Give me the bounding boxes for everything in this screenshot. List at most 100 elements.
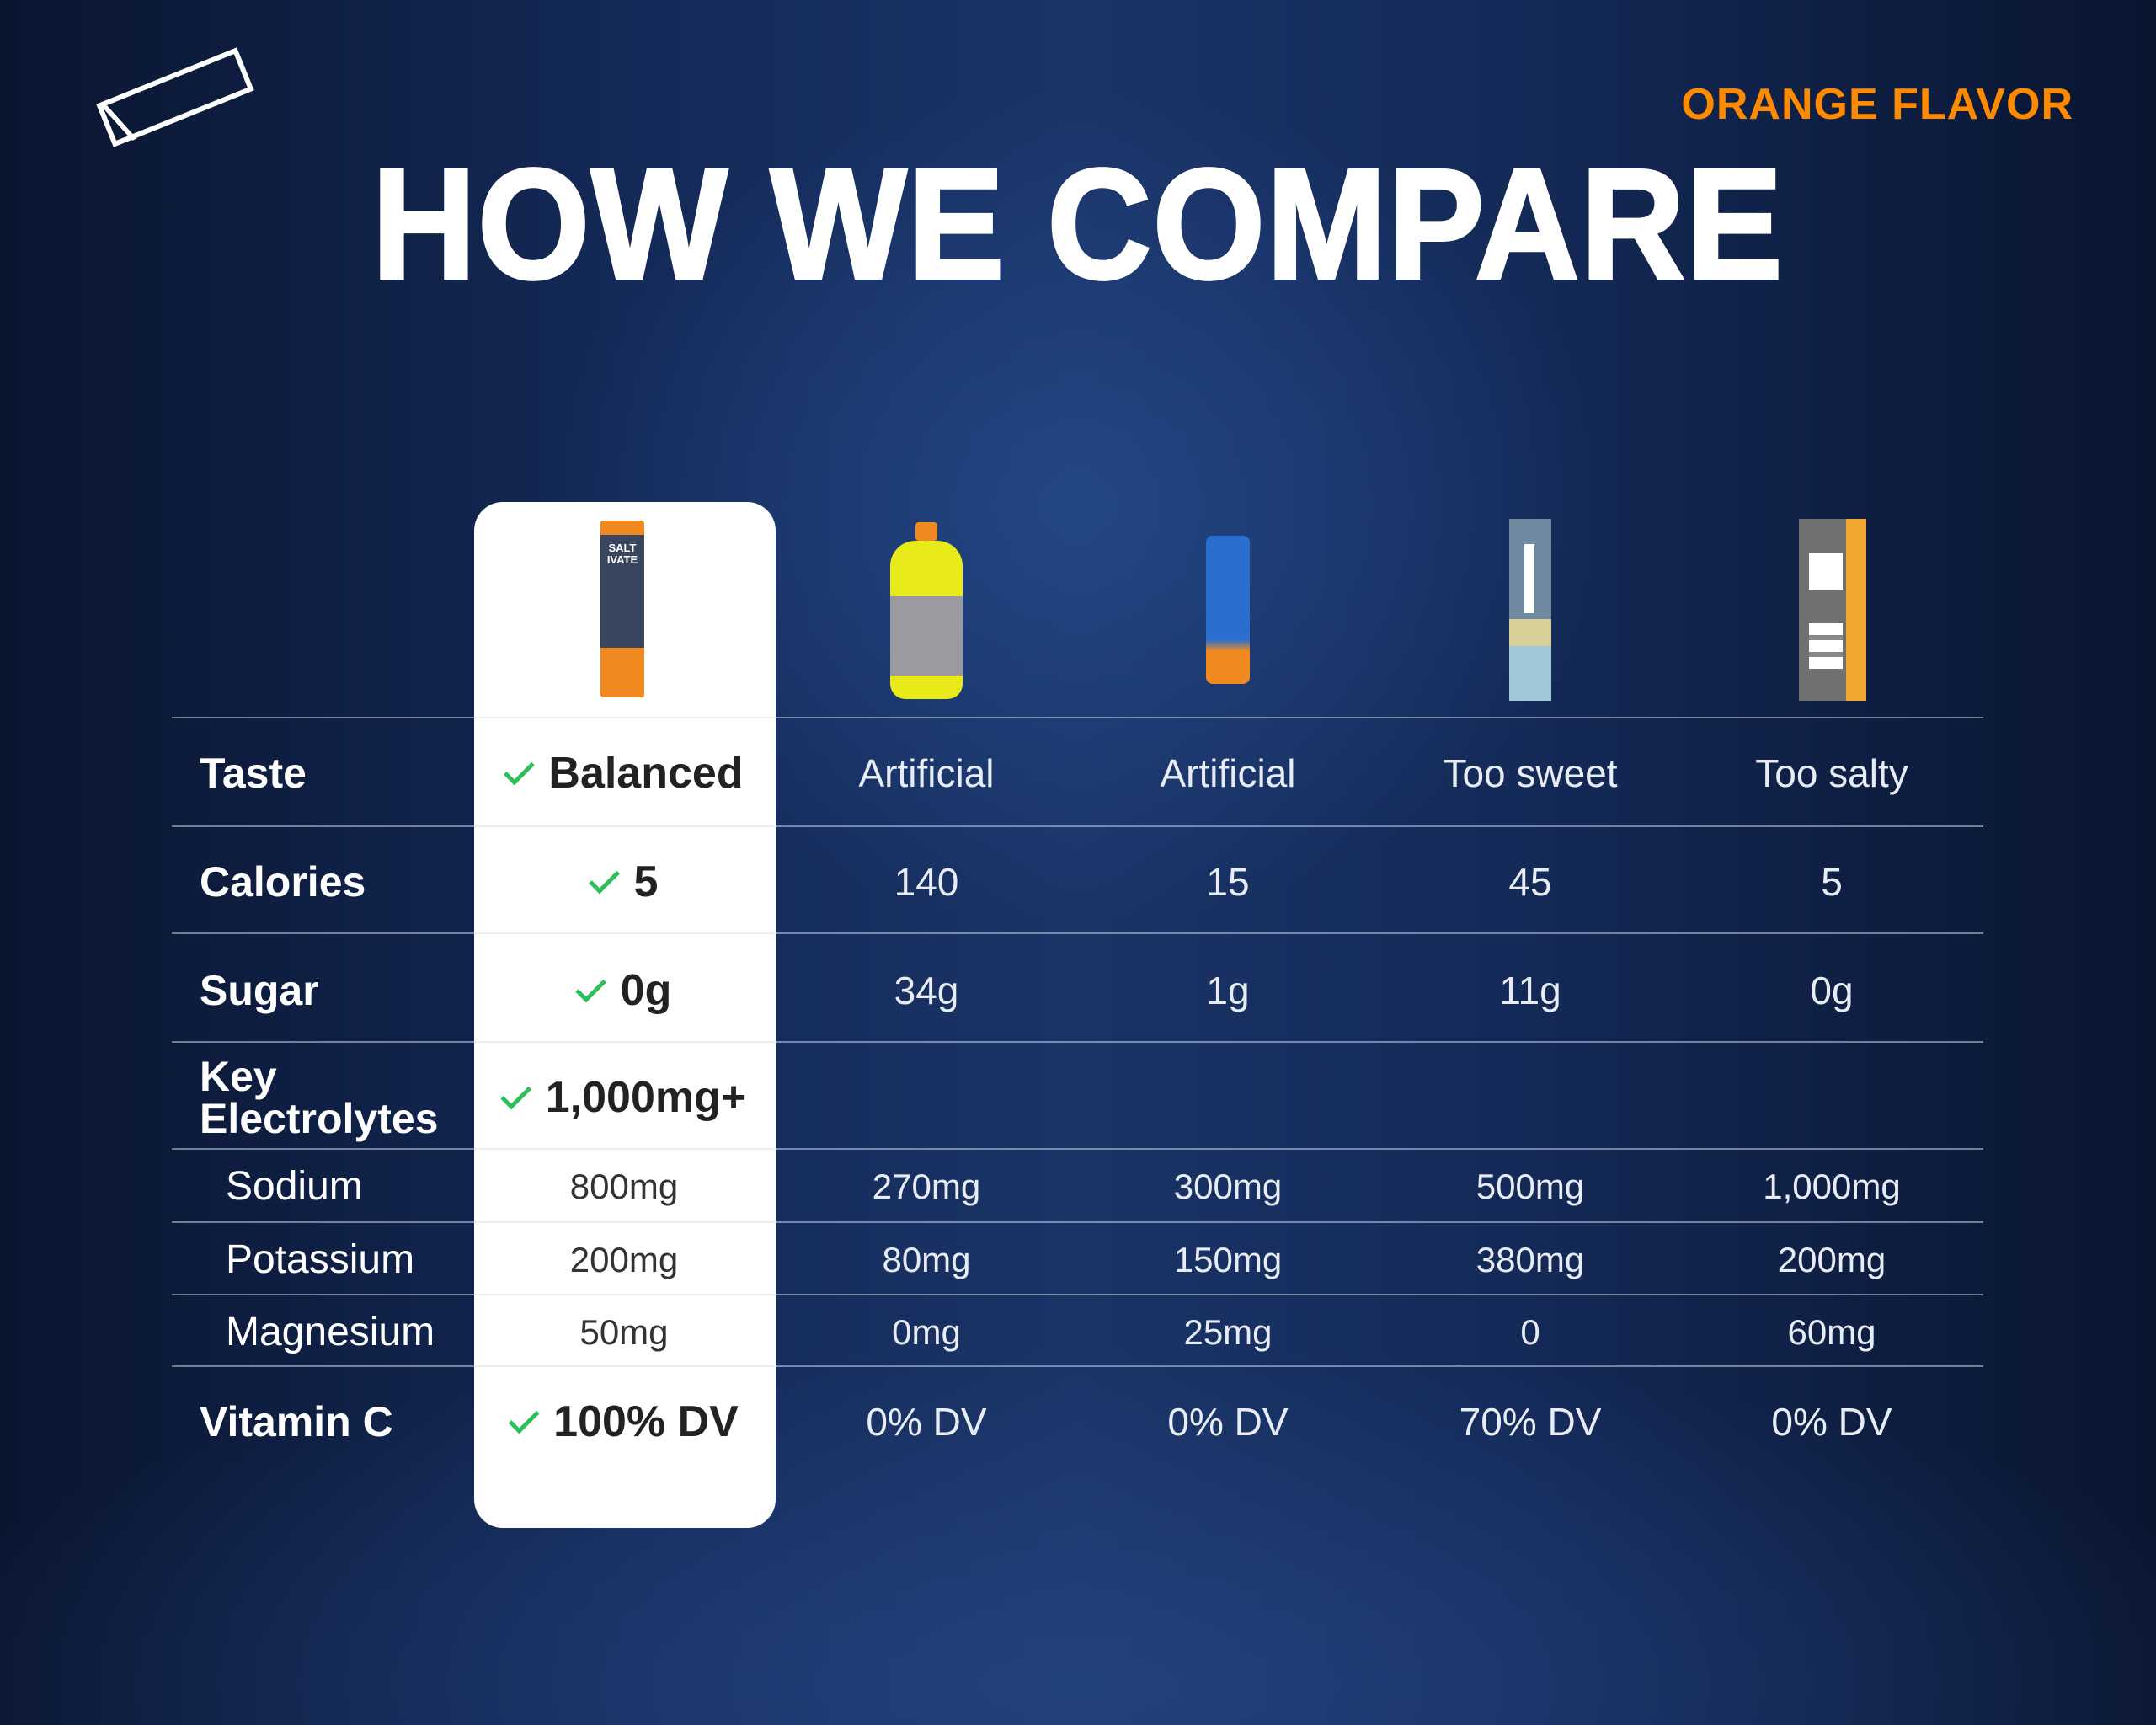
cell-value: Balanced bbox=[548, 749, 744, 798]
cell-value: 1,000mg bbox=[1763, 1167, 1901, 1206]
table-cell: 500mg bbox=[1476, 1167, 1584, 1207]
row-divider bbox=[172, 825, 1983, 827]
card-row-divider bbox=[474, 1041, 776, 1043]
cell-value: 11g bbox=[1499, 969, 1561, 1012]
cell-value: 80mg bbox=[882, 1240, 971, 1279]
row-label: Key Electrolytes bbox=[200, 1053, 439, 1142]
cell-value: 200mg bbox=[1777, 1240, 1886, 1279]
table-cell: 380mg bbox=[1476, 1240, 1584, 1280]
card-row-divider bbox=[474, 932, 776, 934]
row-divider bbox=[172, 1041, 1983, 1043]
cell-value: 270mg bbox=[872, 1167, 981, 1206]
cell-value: 140 bbox=[894, 860, 959, 904]
table-cell: 1,000mg bbox=[1763, 1167, 1900, 1207]
table-cell: Artificial bbox=[858, 750, 994, 796]
highlight-cell: 1,000mg+ bbox=[500, 1072, 747, 1123]
cell-value: 150mg bbox=[1173, 1240, 1283, 1279]
row-label: Magnesium bbox=[226, 1310, 435, 1354]
table-cell: Too salty bbox=[1755, 750, 1908, 796]
flavor-label: ORANGE FLAVOR bbox=[1681, 80, 2073, 129]
table-cell: 0 bbox=[1520, 1312, 1540, 1353]
check-icon bbox=[575, 971, 607, 1003]
table-cell: 11g bbox=[1499, 968, 1561, 1013]
logo-stick-icon bbox=[96, 47, 254, 147]
cell-value: Too sweet bbox=[1443, 751, 1618, 795]
cell-value: 0% DV bbox=[1771, 1400, 1892, 1444]
row-label: Potassium bbox=[226, 1237, 415, 1282]
cell-value: 200mg bbox=[569, 1240, 679, 1279]
product-image-sports-drink bbox=[890, 522, 963, 699]
cell-value: 1g bbox=[1206, 969, 1250, 1012]
cell-value: 100% DV bbox=[553, 1397, 739, 1446]
cell-value: 34g bbox=[894, 969, 959, 1012]
cell-value: 5 bbox=[633, 857, 659, 906]
table-cell: 80mg bbox=[882, 1240, 970, 1280]
cell-value: 60mg bbox=[1787, 1312, 1876, 1352]
cell-value: 300mg bbox=[1173, 1167, 1283, 1206]
cell-value: 50mg bbox=[579, 1312, 669, 1352]
product-image-salty-stick bbox=[1799, 519, 1866, 701]
table-cell: 140 bbox=[894, 859, 959, 905]
cell-value: 0g bbox=[620, 966, 672, 1015]
cell-value: 800mg bbox=[569, 1167, 679, 1206]
table-cell: 200mg bbox=[1778, 1240, 1886, 1280]
highlight-cell: 5 bbox=[589, 857, 659, 907]
table-cell: 0mg bbox=[892, 1312, 961, 1353]
cell-value: 15 bbox=[1206, 860, 1250, 904]
cell-value: 0% DV bbox=[1167, 1400, 1289, 1444]
table-cell: 5 bbox=[1821, 859, 1843, 905]
cell-value: Too salty bbox=[1755, 751, 1908, 795]
highlight-cell: 50mg bbox=[579, 1312, 668, 1353]
pack-text: SALT IVATE bbox=[606, 542, 638, 566]
card-row-divider bbox=[474, 1221, 776, 1223]
row-label: Taste bbox=[200, 750, 307, 797]
table-cell: 70% DV bbox=[1460, 1399, 1602, 1445]
card-row-divider bbox=[474, 717, 776, 718]
cell-value: 25mg bbox=[1183, 1312, 1273, 1352]
table-cell: 25mg bbox=[1183, 1312, 1272, 1353]
row-divider bbox=[172, 1148, 1983, 1150]
table-cell: 150mg bbox=[1174, 1240, 1282, 1280]
table-cell: 34g bbox=[894, 968, 959, 1013]
check-icon bbox=[589, 862, 620, 895]
card-row-divider bbox=[474, 1365, 776, 1367]
table-cell: Too sweet bbox=[1443, 750, 1617, 796]
cell-value: 380mg bbox=[1476, 1240, 1585, 1279]
table-cell: 0% DV bbox=[866, 1399, 986, 1445]
cell-value: 45 bbox=[1508, 860, 1552, 904]
row-label: Calories bbox=[200, 858, 366, 905]
highlight-cell: 100% DV bbox=[508, 1397, 739, 1447]
cell-value: 5 bbox=[1821, 860, 1843, 904]
page-title: HOW WE COMPARE bbox=[371, 136, 1785, 313]
highlight-cell: Balanced bbox=[504, 748, 744, 798]
cell-value: 1,000mg+ bbox=[545, 1073, 747, 1122]
check-icon bbox=[500, 1078, 532, 1110]
table-cell: Artificial bbox=[1160, 750, 1295, 796]
card-row-divider bbox=[474, 1294, 776, 1295]
card-row-divider bbox=[474, 825, 776, 827]
table-cell: 270mg bbox=[873, 1167, 980, 1207]
cell-value: Artificial bbox=[858, 751, 995, 795]
product-image-tablet-tube bbox=[1206, 536, 1250, 684]
highlight-cell: 800mg bbox=[570, 1167, 678, 1207]
cell-value: Artificial bbox=[1160, 751, 1296, 795]
table-cell: 300mg bbox=[1174, 1167, 1282, 1207]
row-label: Vitamin C bbox=[200, 1398, 393, 1445]
table-cell: 0% DV bbox=[1167, 1399, 1288, 1445]
check-icon bbox=[504, 754, 535, 786]
table-cell: 60mg bbox=[1787, 1312, 1876, 1353]
product-image-saltivate: SALT IVATE bbox=[600, 521, 644, 697]
cell-value: 0% DV bbox=[866, 1400, 987, 1444]
cell-value: 0mg bbox=[892, 1312, 961, 1352]
row-divider bbox=[172, 1221, 1983, 1223]
card-row-divider bbox=[474, 1148, 776, 1150]
cell-value: 500mg bbox=[1476, 1167, 1585, 1206]
highlight-cell: 0g bbox=[575, 965, 672, 1016]
table-cell: 45 bbox=[1508, 859, 1551, 905]
cell-value: 0 bbox=[1520, 1312, 1540, 1352]
table-cell: 1g bbox=[1206, 968, 1249, 1013]
row-divider bbox=[172, 1294, 1983, 1295]
product-image-sweet-stick bbox=[1509, 519, 1551, 701]
row-divider bbox=[172, 1365, 1983, 1367]
check-icon bbox=[508, 1402, 540, 1434]
